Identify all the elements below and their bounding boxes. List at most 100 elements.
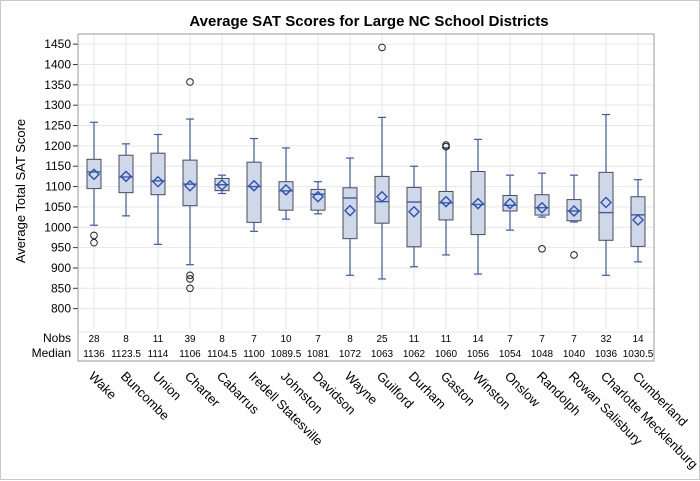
median-value: 1100 (243, 349, 265, 360)
nobs-value: 39 (184, 334, 196, 345)
nobs-value: 8 (347, 334, 353, 345)
mean-marker (312, 190, 324, 203)
iqr-box (246, 161, 262, 223)
y-tick-label: 1400 (44, 57, 71, 71)
median-value: 1123.5 (111, 349, 141, 360)
median-value: 1054 (499, 349, 522, 360)
iqr-box (598, 171, 614, 241)
nobs-value: 10 (280, 334, 292, 345)
iqr-box (566, 199, 582, 222)
mean-marker (408, 205, 420, 218)
nobs-row-label: Nobs (43, 331, 71, 345)
nobs-value: 11 (153, 334, 164, 345)
box-buncombe (118, 143, 134, 217)
nobs-value: 32 (600, 334, 612, 345)
outlier-point (186, 78, 194, 86)
y-axis-label: Average Total SAT Score (13, 119, 28, 263)
box-onslow (502, 174, 518, 231)
box-wake (86, 121, 102, 247)
median-value: 1136 (83, 349, 105, 360)
box-union (150, 133, 166, 245)
mean-marker (472, 197, 484, 210)
iqr-box (470, 171, 486, 236)
y-tick-label: 1100 (45, 180, 71, 194)
box-cabarrus (214, 174, 230, 195)
mean-marker (440, 195, 452, 208)
y-tick-label: 950 (51, 241, 71, 255)
outlier-point (186, 271, 194, 280)
mean-marker (376, 190, 388, 203)
iqr-box (502, 195, 518, 212)
box-johnston (278, 147, 294, 220)
iqr-box (182, 159, 198, 207)
nobs-value: 8 (123, 334, 129, 345)
outlier-point (442, 142, 450, 151)
nobs-value: 11 (441, 334, 452, 345)
box-cumberland (630, 179, 646, 263)
plot-area-frame (77, 33, 655, 362)
y-tick-label: 1300 (44, 98, 71, 112)
outlier-point (570, 251, 578, 259)
median-value: 1056 (467, 349, 490, 360)
box-randolph (534, 172, 550, 253)
mean-marker (248, 179, 260, 192)
iqr-box (342, 187, 358, 240)
outlier-point (186, 284, 194, 293)
box-rowan-salisbury (566, 174, 582, 259)
mean-marker (504, 197, 516, 210)
x-axis-categories: WakeBuncombeUnionCharterCabarrusIredell … (86, 369, 700, 472)
y-tick-label: 1450 (44, 37, 71, 51)
median-value: 1081 (307, 349, 330, 360)
iqr-box (278, 181, 294, 211)
nobs-value: 7 (507, 334, 513, 345)
nobs-value: 28 (88, 334, 100, 345)
box-winston (470, 138, 486, 275)
y-tick-label: 900 (51, 261, 71, 275)
median-value: 1060 (435, 349, 458, 360)
boxes (86, 43, 646, 293)
outlier-point (90, 238, 98, 247)
y-tick-label: 1150 (45, 159, 71, 173)
mean-marker (88, 168, 100, 181)
median-value: 1104.5 (207, 349, 237, 360)
box-guilford (374, 43, 390, 280)
box-durham (406, 165, 422, 268)
mean-marker (568, 204, 580, 217)
median-value: 1030.5 (623, 349, 654, 360)
mean-marker (344, 204, 356, 217)
iqr-box (630, 196, 646, 247)
outlier-point (90, 231, 98, 240)
median-value: 1062 (403, 349, 426, 360)
mean-marker (152, 175, 164, 188)
box-iredell-statesville (246, 137, 262, 232)
box-gaston (438, 141, 454, 256)
y-axis-ticks: 800 850 900 950 1000 1050 1100 1150 1200 1250 1300… (44, 37, 78, 316)
x-category-label: Wake (86, 369, 120, 403)
nobs-value: 14 (472, 334, 484, 345)
iqr-box (150, 152, 166, 196)
y-tick-label: 1200 (44, 139, 71, 153)
mean-marker (216, 178, 228, 191)
nobs-value: 7 (315, 334, 321, 345)
mean-marker (120, 170, 132, 183)
box-wayne (342, 157, 358, 276)
mean-marker (632, 213, 644, 226)
box-charter (182, 78, 198, 293)
outlier-point (186, 275, 194, 283)
iqr-box (374, 175, 390, 224)
median-value: 1072 (339, 349, 362, 360)
median-value: 1106 (179, 349, 201, 360)
y-tick-label: 1250 (44, 119, 71, 133)
box-charlotte-mecklenburg (598, 113, 614, 276)
y-tick-label: 850 (51, 281, 71, 295)
y-tick-label: 800 (51, 302, 71, 316)
y-tick-label: 1000 (44, 220, 71, 234)
median-row-label: Median (32, 346, 71, 360)
median-value: 1063 (371, 349, 394, 360)
median-value: 1114 (148, 349, 169, 360)
nobs-value: 7 (571, 334, 577, 345)
nobs-value: 8 (219, 334, 225, 345)
